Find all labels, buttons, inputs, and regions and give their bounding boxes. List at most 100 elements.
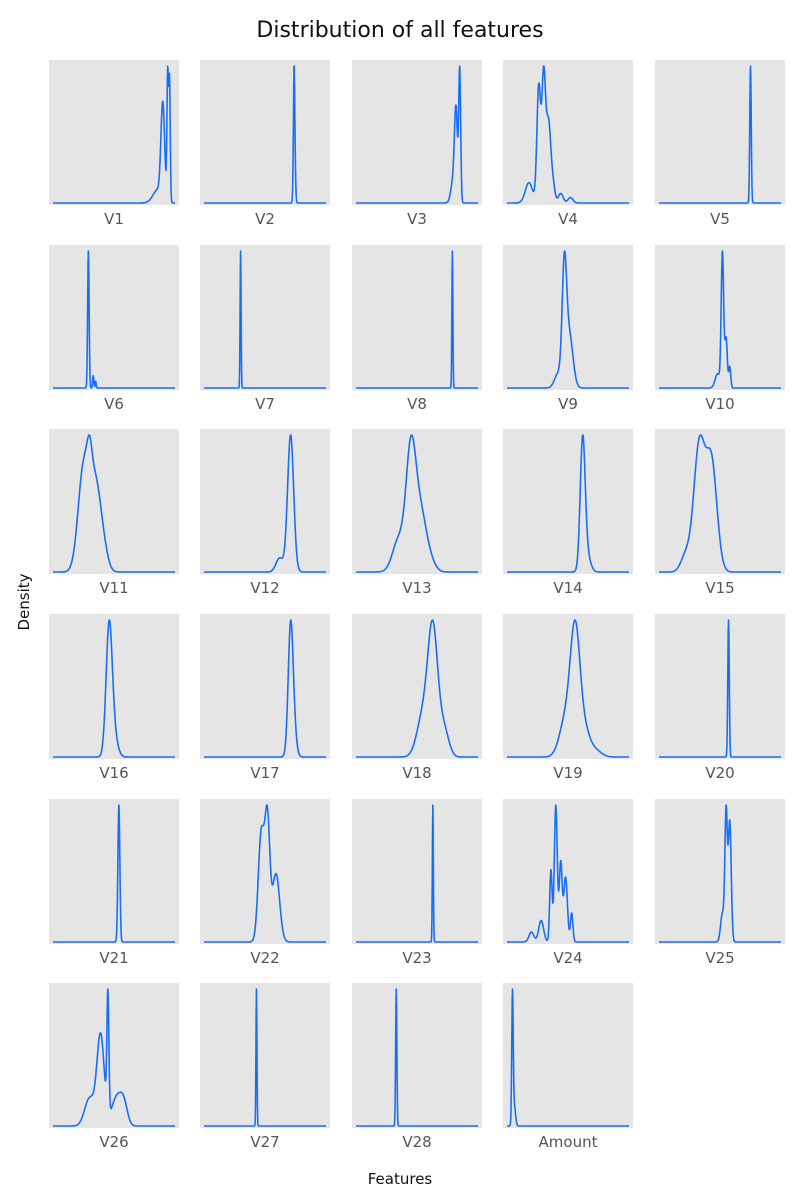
panel-background: [49, 245, 179, 390]
panel-label: V7: [255, 395, 275, 413]
density-plot: [52, 988, 176, 1127]
density-line-v24: [506, 804, 630, 943]
panel-v26: V26: [49, 983, 179, 1151]
density-plot: [355, 250, 479, 389]
panel-v8: V8: [352, 245, 482, 413]
density-plot: [355, 434, 479, 573]
panel-background: [200, 614, 330, 759]
panel-v20: V20: [655, 614, 785, 782]
panel-v9: V9: [503, 245, 633, 413]
panel-label: V16: [99, 764, 129, 782]
panel-v16: V16: [49, 614, 179, 782]
panel-v3: V3: [352, 60, 482, 228]
panel-label: V2: [255, 210, 275, 228]
x-axis-label: Features: [367, 1170, 433, 1188]
density-line-v16: [52, 619, 176, 758]
density-line-v1: [52, 65, 176, 204]
panel-background: [200, 245, 330, 390]
panel-v5: V5: [655, 60, 785, 228]
density-plot: [506, 65, 630, 204]
panel-label: V17: [250, 764, 280, 782]
panel-background: [49, 60, 179, 205]
panel-v14: V14: [503, 429, 633, 597]
density-plot: [355, 619, 479, 758]
density-line-v23: [355, 804, 479, 943]
panel-label: V11: [99, 579, 129, 597]
panel-background: [655, 429, 785, 574]
density-plot: [506, 988, 630, 1127]
density-line-v10: [658, 250, 782, 389]
density-line-v18: [355, 619, 479, 758]
panel-label: V22: [250, 949, 280, 967]
panel-v22: V22: [200, 799, 330, 967]
panel-v23: V23: [352, 799, 482, 967]
panel-background: [655, 799, 785, 944]
panel-label: V14: [553, 579, 583, 597]
density-plot: [355, 804, 479, 943]
density-plot: [203, 65, 327, 204]
density-plot: [506, 434, 630, 573]
density-plot: [52, 434, 176, 573]
panel-background: [352, 245, 482, 390]
panel-v13: V13: [352, 429, 482, 597]
panel-v7: V7: [200, 245, 330, 413]
panel-label: V5: [710, 210, 730, 228]
panel-v4: V4: [503, 60, 633, 228]
panel-label: V6: [104, 395, 124, 413]
panel-v10: V10: [655, 245, 785, 413]
density-line-v12: [203, 434, 327, 573]
panel-label: V25: [705, 949, 735, 967]
density-line-v3: [355, 65, 479, 204]
density-line-v27: [203, 988, 327, 1127]
panel-background: [352, 983, 482, 1128]
density-line-v28: [355, 988, 479, 1127]
panel-label: V27: [250, 1133, 280, 1151]
panel-label: V18: [402, 764, 432, 782]
panel-background: [503, 983, 633, 1128]
panel-v27: V27: [200, 983, 330, 1151]
chart-title: Distribution of all features: [256, 18, 544, 43]
panel-v28: V28: [352, 983, 482, 1151]
density-plot: [52, 250, 176, 389]
panel-v21: V21: [49, 799, 179, 967]
panel-background: [352, 429, 482, 574]
density-plot: [355, 65, 479, 204]
panel-v11: V11: [49, 429, 179, 597]
density-plot: [203, 804, 327, 943]
y-axis-label: Density: [15, 573, 33, 631]
panel-label: V8: [407, 395, 427, 413]
density-line-v15: [658, 434, 782, 573]
panel-label: V19: [553, 764, 583, 782]
density-plot: [506, 250, 630, 389]
density-line-v22: [203, 804, 327, 943]
panel-background: [200, 60, 330, 205]
density-line-v6: [52, 250, 176, 389]
panel-label: V13: [402, 579, 432, 597]
panel-label: Amount: [538, 1133, 598, 1151]
panel-background: [503, 429, 633, 574]
panel-label: V23: [402, 949, 432, 967]
density-plot: [203, 988, 327, 1127]
panel-background: [49, 429, 179, 574]
density-line-v9: [506, 250, 630, 389]
density-plot: [658, 65, 782, 204]
panel-background: [655, 60, 785, 205]
panel-label: V24: [553, 949, 583, 967]
density-plot: [52, 804, 176, 943]
density-line-v25: [658, 804, 782, 943]
density-line-v20: [658, 619, 782, 758]
density-line-v8: [355, 250, 479, 389]
panel-v2: V2: [200, 60, 330, 228]
density-plot: [203, 619, 327, 758]
density-line-v19: [506, 619, 630, 758]
density-line-v13: [355, 434, 479, 573]
density-line-v4: [506, 65, 630, 204]
density-line-v5: [658, 65, 782, 204]
density-line-amount: [506, 988, 630, 1127]
density-line-v11: [52, 434, 176, 573]
panel-amount: Amount: [503, 983, 633, 1151]
panel-v15: V15: [655, 429, 785, 597]
panel-background: [49, 983, 179, 1128]
